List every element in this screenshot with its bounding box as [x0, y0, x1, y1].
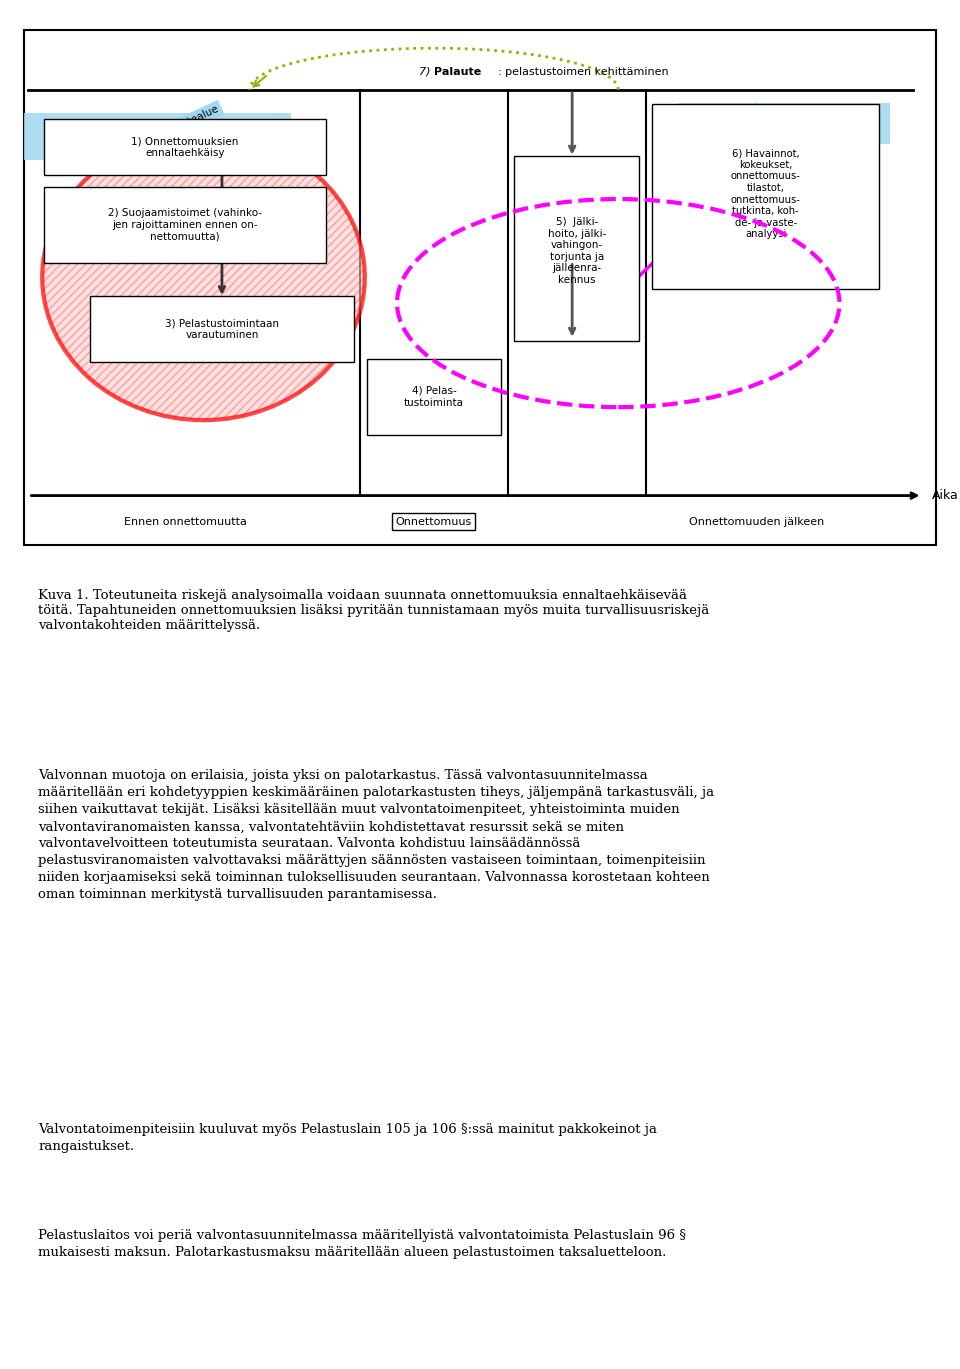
FancyBboxPatch shape — [653, 104, 879, 289]
FancyBboxPatch shape — [90, 296, 353, 361]
FancyBboxPatch shape — [678, 103, 890, 145]
FancyBboxPatch shape — [24, 30, 936, 545]
Ellipse shape — [42, 134, 365, 420]
Text: Onnettomuuden jälkeen: Onnettomuuden jälkeen — [689, 516, 824, 527]
Text: Palaute: Palaute — [434, 67, 481, 77]
Text: Valvontatoimenpiteisiin kuuluvat myös Pelastuslain 105 ja 106 §:ssä mainitut pak: Valvontatoimenpiteisiin kuuluvat myös Pe… — [38, 1123, 658, 1153]
Text: : pelastustoimen kehittäminen: : pelastustoimen kehittäminen — [498, 67, 669, 77]
Text: Pelastuslaitos voi periä valvontasuunnitelmassa määritellyistä valvontatoimista : Pelastuslaitos voi periä valvontasuunnit… — [38, 1229, 686, 1259]
Text: 2) Suojaamistoimet (vahinko-
jen rajoittaminen ennen on-
nettomuutta): 2) Suojaamistoimet (vahinko- jen rajoitt… — [108, 208, 262, 242]
Text: Seurattava: Seurattava — [754, 105, 815, 137]
Text: 7): 7) — [419, 67, 434, 77]
Text: Valvonnan painopistealue: Valvonnan painopistealue — [94, 104, 221, 170]
Text: Onnettomuus: Onnettomuus — [396, 516, 472, 527]
FancyBboxPatch shape — [367, 359, 501, 435]
Text: 3) Pelastustoimintaan
varautuminen: 3) Pelastustoimintaan varautuminen — [165, 319, 279, 340]
Text: 5)  Jälki-
hoito, jälki-
vahingon-
torjunta ja
jälleenra-
kennus: 5) Jälki- hoito, jälki- vahingon- torjun… — [547, 218, 606, 285]
FancyBboxPatch shape — [515, 156, 639, 341]
Text: Kuva 1. Toteutuneita riskejä analysoimalla voidaan suunnata onnettomuuksia ennal: Kuva 1. Toteutuneita riskejä analysoimal… — [38, 589, 709, 631]
Text: 6) Havainnot,
kokeukset,
onnettomuus-
tilastot,
onnettomuus-
tutkinta, koh-
de- : 6) Havainnot, kokeukset, onnettomuus- ti… — [731, 148, 801, 240]
FancyBboxPatch shape — [44, 119, 326, 175]
Text: Ennen onnettomuutta: Ennen onnettomuutta — [124, 516, 247, 527]
Text: 1) Onnettomuuksien
ennaltaehkäisy: 1) Onnettomuuksien ennaltaehkäisy — [132, 137, 239, 157]
Text: Valvonnan muotoja on erilaisia, joista yksi on palotarkastus. Tässä valvontasuun: Valvonnan muotoja on erilaisia, joista y… — [38, 769, 714, 901]
Text: 4) Pelas-
tustoiminta: 4) Pelas- tustoiminta — [404, 386, 464, 408]
Text: Aika: Aika — [931, 489, 958, 502]
FancyBboxPatch shape — [24, 114, 291, 160]
FancyBboxPatch shape — [44, 188, 326, 263]
